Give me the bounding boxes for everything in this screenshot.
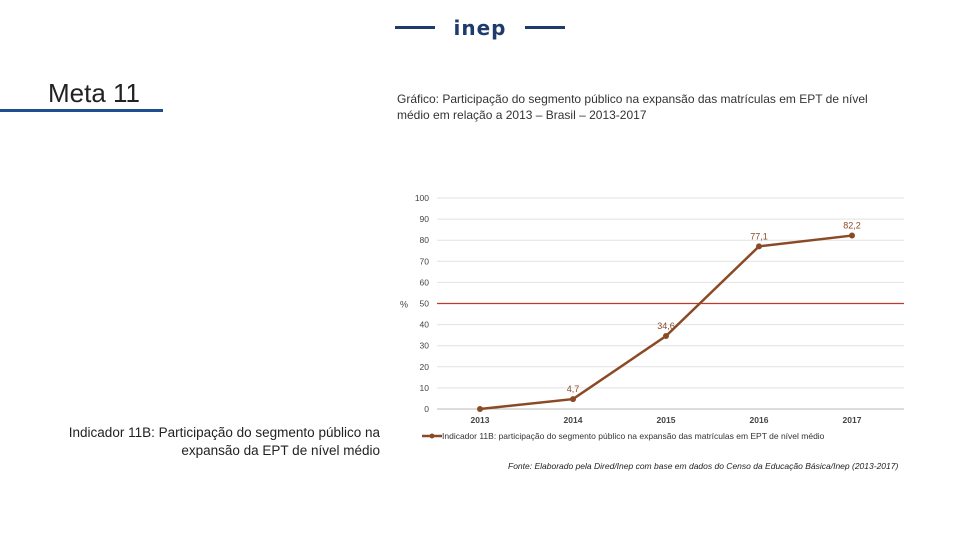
data-label: 82,2: [843, 221, 861, 231]
y-tick-label: 10: [420, 383, 430, 393]
data-label: 77,1: [750, 231, 768, 241]
y-tick-label: 0: [424, 404, 429, 414]
y-tick-label: 30: [420, 341, 430, 351]
data-label: 34,6: [657, 321, 675, 331]
data-point: [570, 396, 576, 403]
y-tick-label: 50: [420, 299, 430, 309]
source-note: Fonte: Elaborado pela Dired/Inep com bas…: [508, 461, 899, 471]
chart-container: 0 10 20 30 40 50 60 70 80 90 100% 2013 2014 2015 2016 2…: [392, 190, 912, 450]
indicator-label: Indicador 11B:: [68, 425, 155, 440]
data-point: [477, 406, 483, 412]
page-title: Meta 11: [48, 78, 141, 108]
line-chart: 0 10 20 30 40 50 60 70 80 90 100% 2013 2014 2015 2016 2…: [400, 193, 904, 441]
logo-line-right: [525, 26, 565, 29]
data-label: 4,7: [567, 384, 580, 394]
y-tick-label: 20: [420, 362, 430, 372]
y-tick-label: 40: [420, 320, 430, 330]
y-tick-label: 60: [420, 277, 430, 287]
chart-heading: Gráfico: Participação do segmento públic…: [397, 92, 868, 122]
y-tick-label: 90: [420, 214, 430, 224]
x-tick-label: 2015: [657, 415, 676, 425]
indicator-text: Participação do segmento público na expa…: [154, 425, 380, 458]
y-axis-label: %: [400, 300, 408, 310]
x-tick-label: 2017: [843, 415, 862, 425]
logo-text: inep: [453, 16, 507, 40]
x-tick-label: 2016: [750, 415, 769, 425]
indicator-description: Indicador 11B: Participação do segmento …: [60, 424, 380, 460]
y-tick-label: 80: [420, 235, 430, 245]
x-tick-label: 2014: [564, 415, 583, 425]
logo-line-left: [395, 26, 435, 29]
x-tick-label: 2013: [471, 415, 490, 425]
y-tick-label: 100: [415, 193, 429, 203]
legend-marker: [429, 433, 435, 439]
y-tick-label: 70: [420, 256, 430, 266]
legend-label: Indicador 11B: participação do segmento …: [442, 431, 825, 441]
inep-logo: inep: [395, 18, 565, 38]
data-point: [756, 243, 762, 250]
title-underline: [0, 109, 163, 112]
data-point: [849, 232, 855, 239]
data-point: [663, 332, 669, 339]
